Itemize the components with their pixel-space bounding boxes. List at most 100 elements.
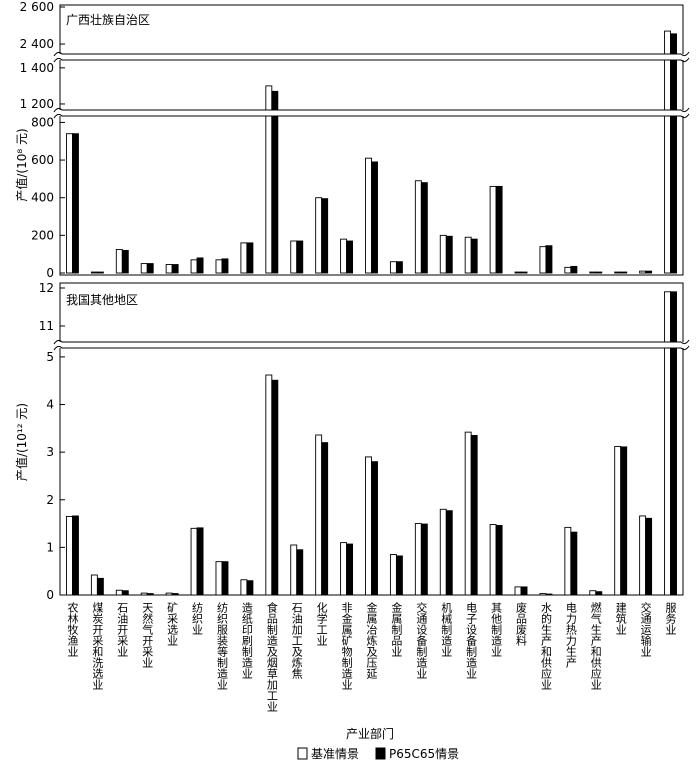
guangxi-bar-p65c65 (246, 242, 254, 274)
guangxi-bar-baseline (464, 236, 472, 274)
other-bar-baseline (315, 434, 323, 596)
guangxi-bar-baseline (215, 259, 223, 274)
x-tick-labels: 农林牧渔业 煤炭开采和洗选业 石油开采业 天然气开采业 矿采选业 纺织业 纺织服装等制造业造… (66, 601, 677, 712)
guangxi-bar-baseline (489, 185, 497, 274)
x-tick-label-20: 水的生产和供应业 (539, 602, 552, 690)
x-tick-label-13: 金属冶炼及压延 (365, 601, 378, 680)
other-bar-p65c65 (645, 517, 653, 596)
guangxi-bar-baseline (90, 271, 98, 274)
guangxi-bar-p65c65 (121, 249, 129, 274)
guangxi-bar-baseline (365, 157, 372, 274)
other-bar-p65c65 (420, 523, 428, 596)
y-axis-label-guangxi: 产值/(10⁸ 元) (14, 128, 29, 201)
other-bar-baseline (290, 544, 298, 596)
guangxi-bar-p65c65 (545, 245, 553, 274)
other-bar-p65c65 (246, 580, 254, 596)
x-tick-label-9: 食品制造及烟草加工业 (265, 601, 278, 712)
guangxi-bar-p65c65 (495, 185, 503, 274)
x-tick-label-14: 金属制品业 (390, 601, 403, 657)
other-bar-baseline (265, 374, 273, 596)
other-bar-baseline (439, 508, 447, 596)
axis-breaks (53, 51, 690, 351)
panel-title-other-regions: 我国其他地区 (66, 293, 138, 307)
y-guangxi-tick-label: 2 600 (20, 0, 54, 14)
other-bar-baseline (414, 523, 422, 596)
other-bar-p65c65 (271, 379, 279, 596)
y-guangxi-tick-label: 600 (31, 153, 54, 167)
guangxi-bar-p65c65 (146, 263, 154, 274)
x-tick-label-3: 石油开采业 (116, 602, 129, 657)
guangxi-bar-p65c65 (445, 235, 453, 274)
x-tick-label-15: 交通设备制造业 (415, 601, 428, 679)
guangxi-bar-baseline (190, 259, 198, 274)
other-bar-p65c65 (171, 593, 179, 596)
other-bar-p65c65 (296, 549, 304, 596)
other-bar-p65c65 (495, 525, 503, 596)
guangxi-bar-p65c65 (271, 90, 279, 274)
guangxi-bar-baseline (639, 270, 647, 274)
guangxi-bar-p65c65 (371, 161, 378, 274)
x-tick-label-16: 机械制造业 (440, 601, 453, 657)
guangxi-bar-baseline (539, 246, 547, 274)
guangxi-bar-p65c65 (196, 257, 204, 274)
guangxi-bar-baseline (514, 271, 522, 274)
x-tick-label-17: 电子设备制造业 (465, 602, 478, 679)
y-other-tick-label: 1 (46, 540, 54, 554)
other-bar-p65c65 (470, 435, 478, 596)
guangxi-bar-p65c65 (670, 33, 677, 274)
panel-frame-guangxi (59, 4, 684, 276)
other-bar-baseline (240, 579, 248, 596)
panel-title-guangxi: 广西壮族自治区 (66, 13, 150, 27)
other-bar-p65c65 (520, 586, 528, 596)
y-other-tick-label: 12 (39, 281, 54, 295)
x-tick-label-18: 其他制造业 (490, 602, 503, 657)
y-other-tick-label: 2 (46, 493, 54, 507)
x-tick-label-22: 燃气生产和供应业 (589, 601, 602, 690)
x-tick-label-24: 交通运输业 (639, 601, 652, 657)
bar-marks (66, 30, 677, 596)
x-tick-label-19: 废品废料 (515, 601, 528, 647)
other-bar-p65c65 (146, 593, 154, 596)
legend-swatch-p65c65 (375, 747, 386, 760)
guangxi-bar-baseline (315, 197, 323, 274)
other-bar-p65c65 (221, 561, 229, 596)
guangxi-bar-baseline (140, 263, 148, 274)
guangxi-bar-p65c65 (96, 271, 104, 274)
y-other-tick-label: 0 (46, 588, 54, 602)
y-guangxi-tick-label: 1 400 (20, 61, 54, 75)
guangxi-bar-p65c65 (470, 238, 478, 274)
y-guangxi-tick-label: 1 200 (20, 97, 54, 111)
guangxi-bar-p65c65 (420, 182, 428, 274)
x-tick-label-21: 电力热力生产 (564, 602, 577, 669)
other-bar-baseline (365, 456, 372, 596)
other-bar-baseline (115, 589, 123, 596)
y-guangxi-tick-label: 2 400 (20, 37, 54, 51)
other-bar-p65c65 (121, 590, 129, 596)
guangxi-bar-p65c65 (72, 133, 79, 274)
guangxi-bar-p65c65 (296, 240, 304, 274)
x-tick-label-1: 农林牧渔业 (66, 601, 79, 657)
other-bar-p65c65 (72, 515, 79, 596)
other-bar-p65c65 (96, 577, 104, 596)
legend-swatch-baseline (297, 747, 308, 760)
other-bar-p65c65 (395, 555, 403, 596)
other-bar-baseline (340, 542, 348, 596)
x-tick-label-2: 煤炭开采和洗选业 (91, 602, 104, 690)
other-bar-baseline (489, 524, 497, 596)
guangxi-bar-baseline (340, 238, 348, 274)
other-bar-baseline (664, 291, 671, 596)
other-bar-baseline (564, 526, 572, 596)
guangxi-bar-baseline (66, 133, 73, 274)
other-bar-p65c65 (321, 442, 329, 596)
y-other-tick-label: 5 (46, 350, 54, 364)
other-bar-p65c65 (445, 510, 453, 596)
other-bar-p65c65 (196, 527, 204, 596)
guangxi-bar-p65c65 (395, 261, 403, 274)
x-tick-label-10: 石油加工及炼焦 (290, 602, 303, 680)
other-bar-baseline (215, 561, 223, 596)
x-tick-label-11: 化学工业 (315, 601, 328, 646)
x-tick-label-12: 非金属矿物制造业 (340, 602, 353, 690)
guangxi-bar-p65c65 (221, 258, 229, 274)
